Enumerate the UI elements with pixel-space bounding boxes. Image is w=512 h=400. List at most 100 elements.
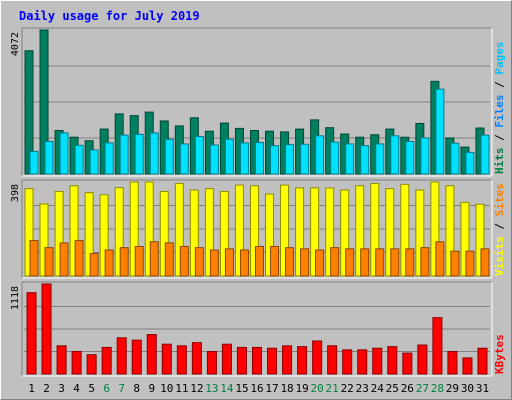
x-tick-label-6: 6 bbox=[103, 382, 110, 395]
kbytes-panel-bar-kbytes-21 bbox=[327, 345, 338, 375]
visits-panel-bar-visits-1 bbox=[24, 188, 34, 277]
x-tick-label-16: 16 bbox=[250, 382, 263, 395]
x-tick-label-13: 13 bbox=[205, 382, 218, 395]
x-tick-label-2: 2 bbox=[43, 382, 50, 395]
kbytes-panel-bar-kbytes-24 bbox=[372, 347, 383, 375]
visits-panel-bar-visits-31 bbox=[475, 203, 485, 277]
hits-panel-bar-files-24 bbox=[375, 143, 385, 175]
visits-panel-bar-visits-25 bbox=[385, 188, 395, 277]
x-tick-label-31: 31 bbox=[476, 382, 489, 395]
hits-panel-bar-files-4 bbox=[74, 144, 84, 175]
x-tick-label-5: 5 bbox=[88, 382, 95, 395]
kbytes-panel-bar-kbytes-14 bbox=[221, 343, 232, 375]
visits-panel-bar-visits-15 bbox=[234, 184, 244, 277]
visits-panel-bar-sites-19 bbox=[300, 248, 310, 277]
x-tick-label-3: 3 bbox=[58, 382, 65, 395]
visits-panel-bar-sites-11 bbox=[179, 245, 189, 277]
visits-panel-bar-sites-7 bbox=[119, 247, 129, 277]
x-tick-label-25: 25 bbox=[386, 382, 399, 395]
visits-panel-bar-visits-3 bbox=[54, 190, 64, 277]
x-tick-label-26: 26 bbox=[401, 382, 414, 395]
x-tick-label-24: 24 bbox=[371, 382, 385, 395]
visits-panel-bar-sites-27 bbox=[420, 247, 430, 277]
visits-panel-bar-sites-3 bbox=[59, 242, 69, 277]
kbytes-panel-bar-kbytes-25 bbox=[387, 346, 398, 375]
hits-panel-bar-files-23 bbox=[360, 145, 370, 175]
kbytes-panel-bar-kbytes-1 bbox=[26, 292, 37, 375]
hits-panel-legend-part-0: Hits bbox=[493, 148, 506, 175]
visits-panel-bar-visits-18 bbox=[280, 184, 290, 277]
hits-panel-bar-files-5 bbox=[89, 149, 99, 175]
hits-panel-bar-files-30 bbox=[465, 151, 475, 175]
visits-panel-bar-visits-14 bbox=[219, 190, 229, 277]
hits-panel-bar-files-27 bbox=[420, 137, 430, 175]
visits-panel-bar-sites-21 bbox=[330, 247, 340, 277]
visits-panel-bar-sites-17 bbox=[270, 245, 280, 277]
visits-panel-bar-visits-23 bbox=[355, 185, 365, 277]
kbytes-panel-bar-kbytes-11 bbox=[176, 345, 187, 375]
x-tick-label-18: 18 bbox=[280, 382, 293, 395]
visits-panel-bar-sites-8 bbox=[134, 245, 144, 277]
visits-panel-bar-sites-26 bbox=[405, 248, 415, 277]
visits-panel-bar-sites-28 bbox=[435, 241, 445, 277]
visits-panel-legend-part-2: Sites bbox=[493, 183, 506, 216]
kbytes-panel-bar-kbytes-8 bbox=[131, 339, 142, 375]
visits-panel-bar-visits-2 bbox=[39, 203, 49, 277]
visits-panel-bar-sites-31 bbox=[480, 248, 490, 277]
x-tick-label-9: 9 bbox=[148, 382, 155, 395]
visits-panel-legend-part-0: Visits bbox=[493, 236, 506, 276]
hits-panel-bar-files-17 bbox=[270, 145, 280, 175]
visits-panel-bar-sites-9 bbox=[149, 241, 159, 277]
visits-panel-bar-sites-30 bbox=[465, 250, 475, 277]
visits-panel-bar-visits-21 bbox=[325, 187, 335, 277]
hits-panel-bar-files-21 bbox=[330, 141, 340, 175]
visits-panel-bar-sites-20 bbox=[315, 249, 325, 277]
kbytes-panel-bar-kbytes-31 bbox=[477, 347, 488, 375]
visits-panel-bar-visits-9 bbox=[144, 181, 154, 277]
visits-panel-bar-visits-8 bbox=[129, 181, 139, 277]
hits-panel-bar-files-6 bbox=[104, 142, 114, 175]
x-tick-label-14: 14 bbox=[220, 382, 234, 395]
kbytes-panel-bar-kbytes-13 bbox=[206, 350, 217, 375]
kbytes-panel-bar-kbytes-9 bbox=[146, 334, 157, 375]
kbytes-panel-bar-kbytes-4 bbox=[71, 350, 82, 375]
visits-panel-bar-sites-14 bbox=[224, 248, 234, 277]
hits-panel-bar-files-15 bbox=[239, 142, 249, 175]
visits-panel-bar-visits-27 bbox=[415, 189, 425, 277]
visits-panel-bar-visits-13 bbox=[204, 188, 214, 277]
x-tick-label-22: 22 bbox=[341, 382, 354, 395]
hits-panel-bar-hits-1 bbox=[24, 50, 34, 175]
visits-panel-bar-visits-30 bbox=[460, 201, 470, 277]
kbytes-panel-bar-kbytes-26 bbox=[402, 352, 413, 375]
visits-panel-bar-visits-4 bbox=[69, 185, 79, 277]
hits-panel-legend-part-3: / bbox=[493, 75, 506, 95]
visits-panel-bar-visits-26 bbox=[400, 183, 410, 277]
kbytes-panel-bar-kbytes-17 bbox=[267, 347, 278, 375]
kbytes-panel-axis-legend: KBytes bbox=[493, 334, 506, 374]
x-tick-label-29: 29 bbox=[446, 382, 459, 395]
x-tick-label-1: 1 bbox=[28, 382, 35, 395]
visits-panel-bar-visits-17 bbox=[265, 193, 275, 277]
visits-panel-bar-sites-18 bbox=[285, 247, 295, 277]
x-tick-label-17: 17 bbox=[265, 382, 278, 395]
visits-panel-bar-visits-28 bbox=[430, 181, 440, 277]
x-tick-label-19: 19 bbox=[295, 382, 308, 395]
hits-panel-bar-files-20 bbox=[315, 135, 325, 175]
kbytes-panel-bar-kbytes-10 bbox=[161, 343, 172, 375]
visits-panel-bar-visits-11 bbox=[174, 182, 184, 277]
visits-panel-axis-legend: Visits / Sites bbox=[493, 183, 506, 276]
kbytes-panel-bar-kbytes-16 bbox=[251, 346, 263, 375]
visits-panel-bar-visits-6 bbox=[99, 194, 109, 277]
hits-panel-ymax-label: 4072 bbox=[10, 32, 21, 56]
visits-panel-bar-visits-29 bbox=[445, 185, 455, 277]
visits-panel-bar-sites-15 bbox=[239, 249, 249, 277]
visits-panel-bar-sites-22 bbox=[345, 248, 355, 277]
kbytes-panel-legend-part-0: KBytes bbox=[493, 334, 506, 374]
visits-panel-bar-visits-5 bbox=[84, 192, 94, 277]
kbytes-panel-bar-kbytes-15 bbox=[236, 346, 247, 375]
visits-panel-legend-part-1: / bbox=[493, 216, 506, 236]
kbytes-panel-bar-kbytes-12 bbox=[191, 342, 202, 375]
hits-panel-bar-files-1 bbox=[29, 150, 39, 175]
visits-panel-bar-sites-2 bbox=[44, 247, 54, 277]
